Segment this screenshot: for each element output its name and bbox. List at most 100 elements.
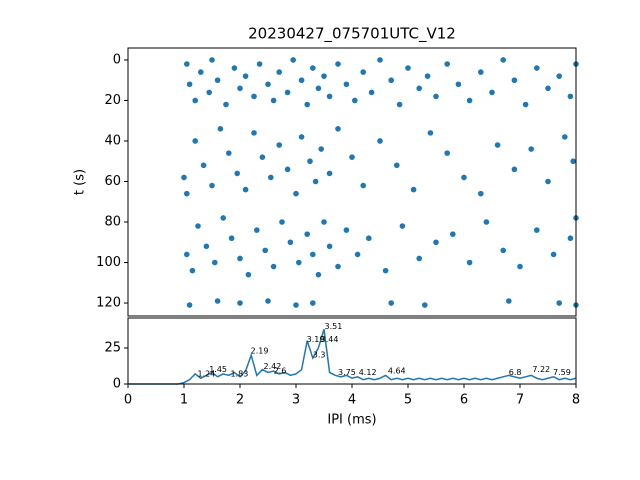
point (545, 178, 551, 185)
point (343, 81, 350, 88)
peak-annotation: 7.59 (553, 368, 571, 377)
point (195, 223, 201, 229)
y-tick-label: 25 (104, 340, 121, 355)
point (545, 85, 551, 92)
point (399, 223, 406, 229)
point (354, 251, 361, 258)
point (534, 227, 540, 233)
point (377, 138, 383, 144)
point (478, 69, 484, 75)
point (422, 302, 428, 308)
point (287, 239, 294, 246)
point (321, 73, 327, 79)
point (189, 267, 196, 274)
point (360, 69, 367, 75)
point (388, 77, 395, 84)
point (455, 81, 462, 88)
point (270, 263, 277, 270)
point (184, 251, 190, 258)
peak-annotation: 3.19 (307, 335, 325, 344)
point (209, 182, 215, 189)
point (335, 126, 341, 132)
point (186, 302, 193, 308)
point (276, 69, 283, 75)
point (251, 93, 257, 100)
point (315, 85, 322, 92)
point (307, 158, 313, 165)
point (570, 158, 576, 165)
point (214, 298, 221, 304)
point (310, 65, 316, 71)
point (262, 247, 269, 254)
point (506, 298, 512, 304)
point (335, 61, 341, 67)
point (427, 130, 434, 136)
point (312, 178, 319, 185)
point (433, 93, 439, 100)
peak-annotation: 3.51 (325, 322, 343, 331)
point (200, 162, 207, 169)
histogram-line (128, 329, 577, 385)
x-tick-label: 2 (236, 393, 244, 408)
x-tick-label: 5 (404, 393, 412, 408)
point (550, 251, 557, 258)
point (450, 231, 456, 237)
point (377, 57, 383, 63)
point (256, 61, 263, 67)
point (388, 300, 395, 306)
point (293, 302, 299, 308)
peak-annotation: 7.22 (532, 365, 550, 374)
x-tick-label: 3 (292, 393, 300, 408)
x-tick-label: 6 (460, 393, 468, 408)
point (366, 235, 372, 242)
point (206, 89, 212, 96)
point (237, 300, 243, 306)
point (534, 65, 540, 71)
x-tick-label: 1 (180, 393, 188, 408)
y-tick-label: 0 (113, 377, 121, 392)
point (500, 247, 507, 254)
point (192, 97, 198, 104)
point (528, 146, 534, 152)
x-tick-label: 7 (516, 393, 524, 408)
peak-annotation: 2.19 (251, 346, 269, 355)
y-tick-label: 20 (104, 93, 121, 108)
y-tick-label: 120 (96, 296, 121, 311)
point (326, 243, 333, 250)
point (410, 186, 417, 193)
point (304, 231, 311, 237)
x-tick-label: 8 (572, 393, 580, 408)
point (478, 190, 484, 197)
point (284, 89, 291, 96)
point (315, 271, 322, 278)
point (237, 85, 243, 92)
y-axis-label: t (s) (73, 169, 88, 195)
point (567, 93, 574, 100)
point (396, 101, 403, 108)
point (298, 134, 305, 140)
point (203, 243, 210, 250)
y-tick-label: 0 (113, 52, 121, 67)
point (276, 142, 283, 148)
point (562, 134, 568, 140)
point (318, 146, 325, 152)
point (184, 61, 190, 67)
point (405, 65, 411, 71)
point (265, 298, 271, 304)
point (242, 186, 249, 193)
point (270, 97, 277, 104)
point (209, 57, 215, 63)
point (500, 57, 507, 63)
point (284, 166, 291, 173)
point (461, 174, 467, 181)
point (253, 227, 260, 233)
point (433, 239, 439, 246)
x-tick-label: 4 (348, 393, 356, 408)
point (511, 77, 518, 84)
peak-annotation: 4.64 (388, 367, 406, 376)
point (279, 219, 285, 225)
point (184, 190, 190, 197)
axes-frame (127, 47, 577, 317)
